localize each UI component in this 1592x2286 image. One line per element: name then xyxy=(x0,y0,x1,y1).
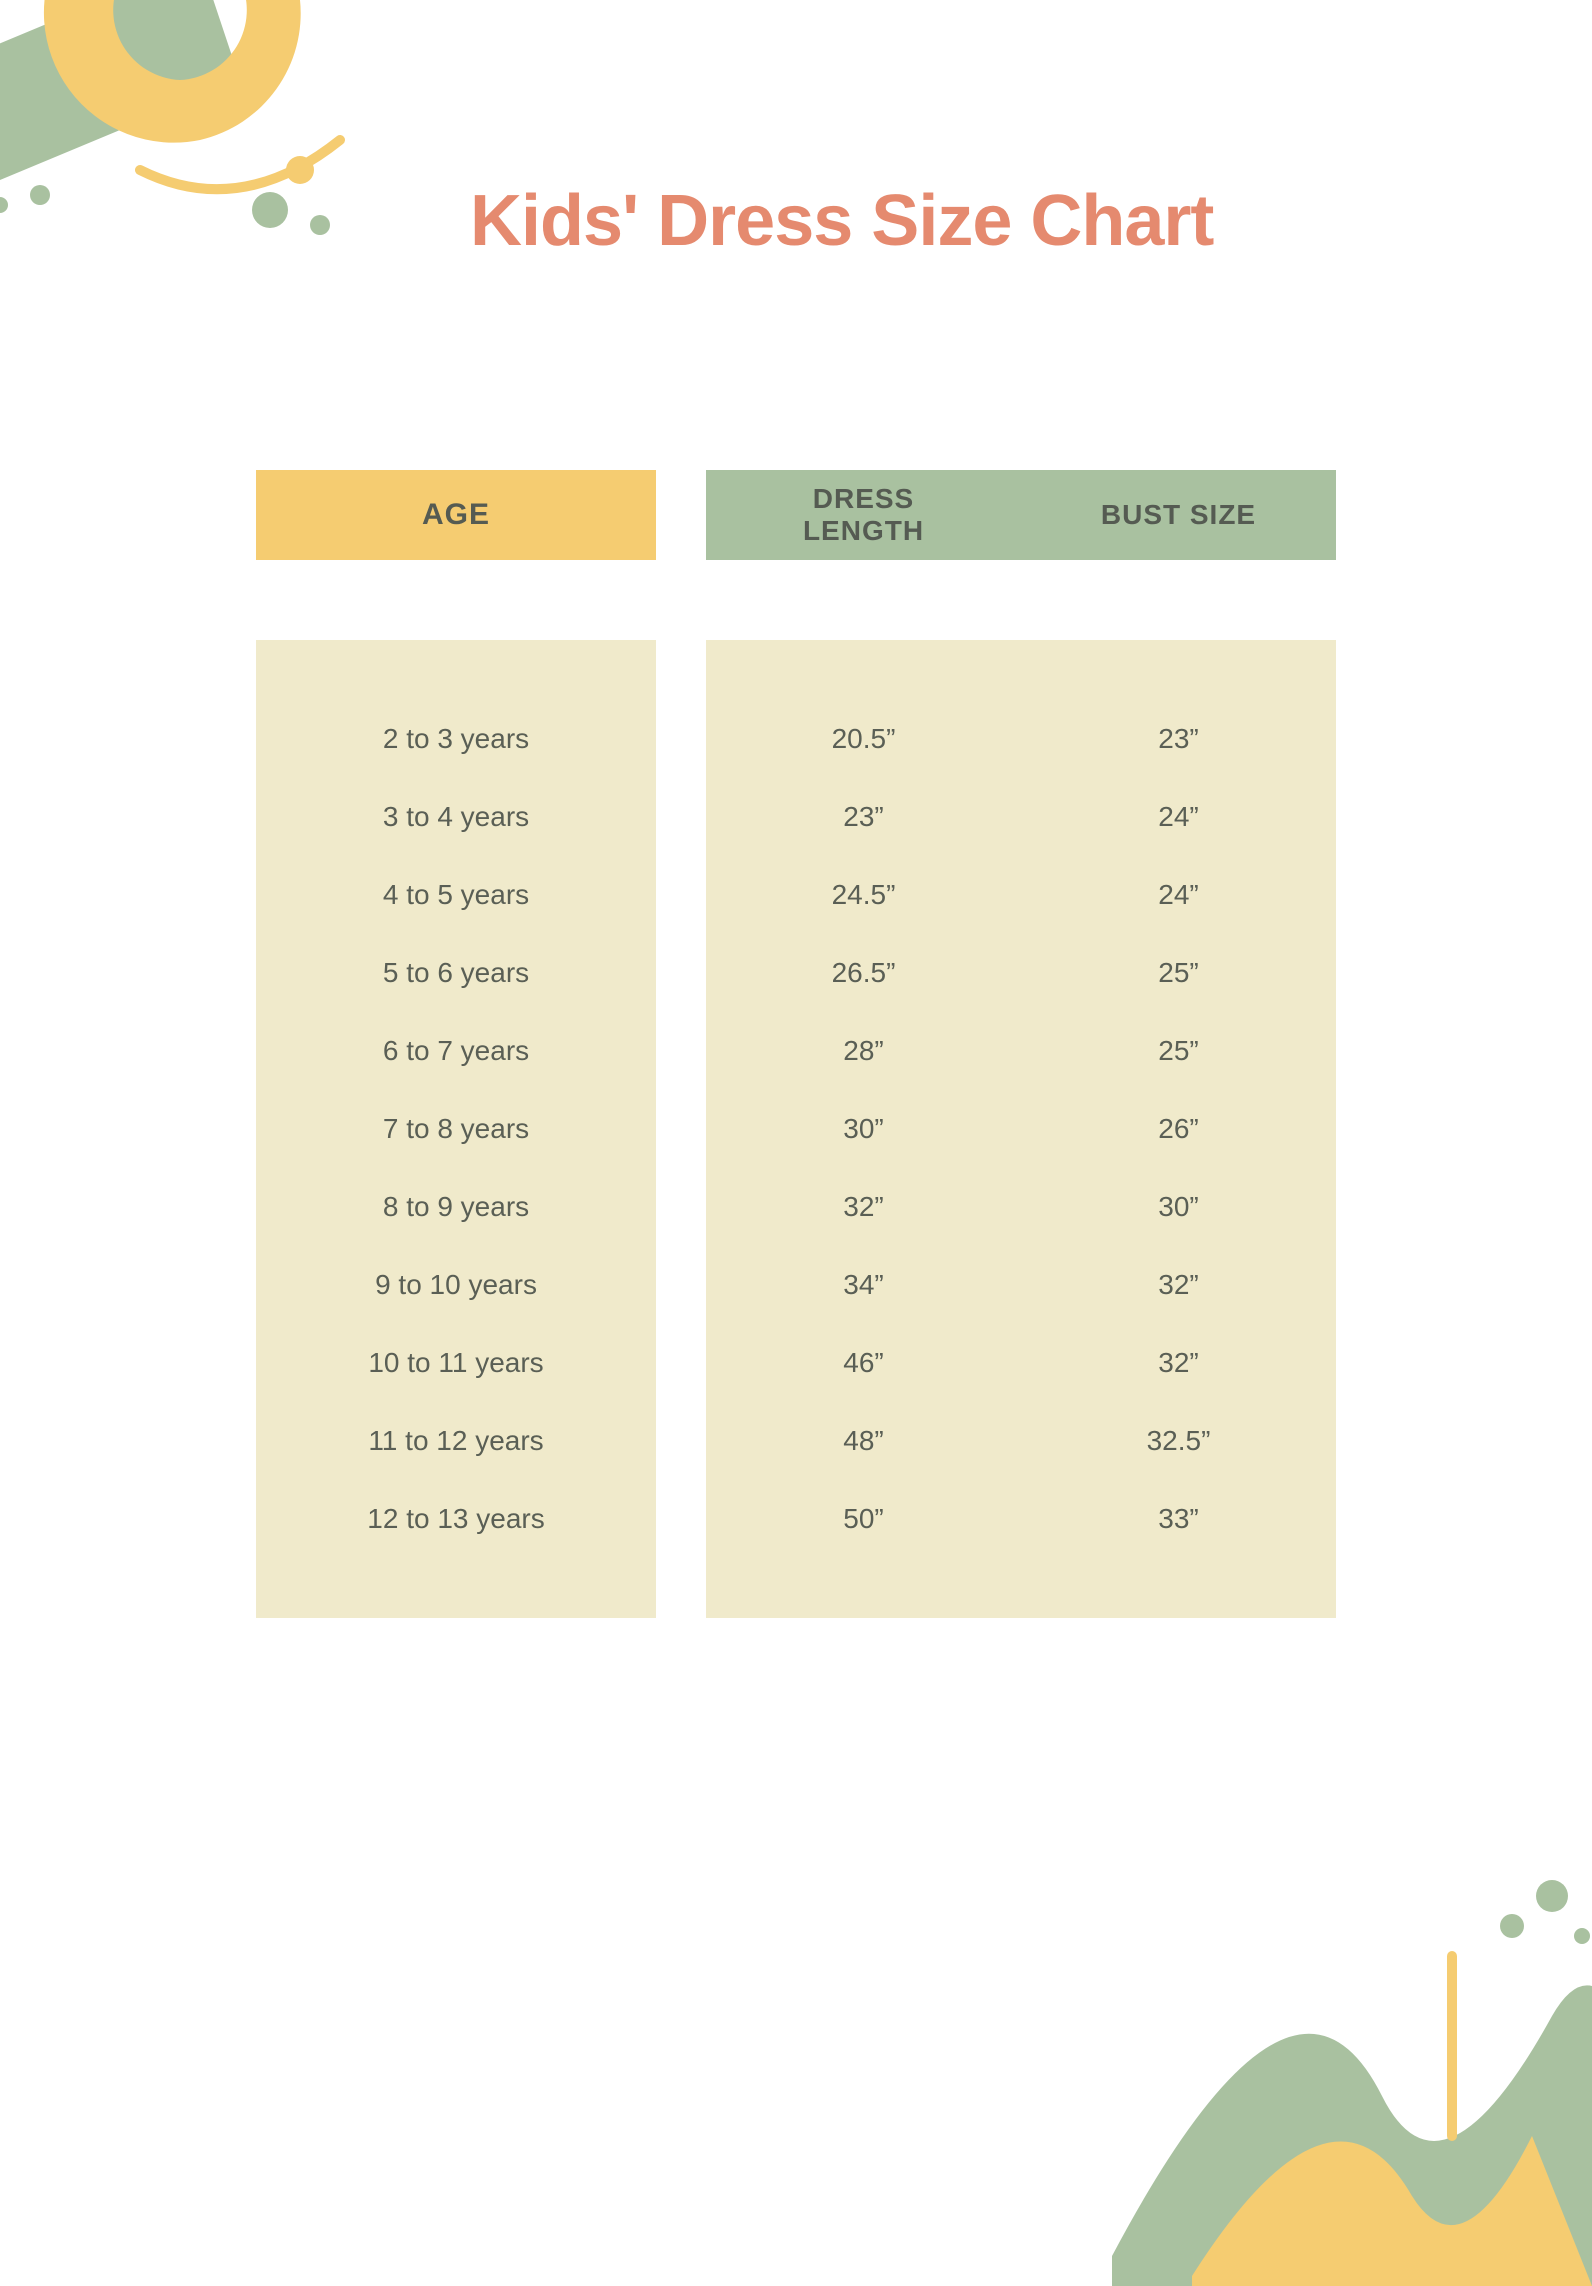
bust-size-cell: 30” xyxy=(1021,1168,1336,1246)
age-cell: 7 to 8 years xyxy=(256,1090,656,1168)
dress-length-cell: 34” xyxy=(706,1246,1021,1324)
dress-length-cell: 23” xyxy=(706,778,1021,856)
bust-size-cell: 23” xyxy=(1021,700,1336,778)
age-cell: 4 to 5 years xyxy=(256,856,656,934)
dress-length-cell: 20.5” xyxy=(706,700,1021,778)
age-cell: 11 to 12 years xyxy=(256,1402,656,1480)
dress-length-cell: 48” xyxy=(706,1402,1021,1480)
bust-size-column: 23”24”24”25”25”26”30”32”32”32.5”33” xyxy=(1021,700,1336,1558)
page-title: Kids' Dress Size Chart xyxy=(470,180,1213,262)
age-cell: 5 to 6 years xyxy=(256,934,656,1012)
dress-length-cell: 32” xyxy=(706,1168,1021,1246)
age-cell: 8 to 9 years xyxy=(256,1168,656,1246)
decorative-bottom-right xyxy=(1032,1836,1592,2286)
bust-size-cell: 24” xyxy=(1021,856,1336,934)
bust-size-cell: 25” xyxy=(1021,934,1336,1012)
dress-length-column: 20.5”23”24.5”26.5”28”30”32”34”46”48”50” xyxy=(706,700,1021,1558)
age-column: 2 to 3 years3 to 4 years4 to 5 years5 to… xyxy=(256,640,656,1618)
size-chart: AGE DRESS LENGTH BUST SIZE 2 to 3 years3… xyxy=(256,470,1336,1618)
dress-length-cell: 50” xyxy=(706,1480,1021,1558)
header-bust-size: BUST SIZE xyxy=(1021,470,1336,560)
age-cell: 10 to 11 years xyxy=(256,1324,656,1402)
bust-size-cell: 32” xyxy=(1021,1246,1336,1324)
bust-size-cell: 33” xyxy=(1021,1480,1336,1558)
metrics-columns: 20.5”23”24.5”26.5”28”30”32”34”46”48”50” … xyxy=(706,640,1336,1618)
bust-size-cell: 25” xyxy=(1021,1012,1336,1090)
age-cell: 6 to 7 years xyxy=(256,1012,656,1090)
age-cell: 9 to 10 years xyxy=(256,1246,656,1324)
age-cell: 3 to 4 years xyxy=(256,778,656,856)
age-cell: 2 to 3 years xyxy=(256,700,656,778)
bust-size-cell: 32.5” xyxy=(1021,1402,1336,1480)
dress-length-cell: 46” xyxy=(706,1324,1021,1402)
header-dress-length: DRESS LENGTH xyxy=(706,470,1021,560)
bust-size-cell: 32” xyxy=(1021,1324,1336,1402)
dress-length-cell: 24.5” xyxy=(706,856,1021,934)
table-header-row: AGE DRESS LENGTH BUST SIZE xyxy=(256,470,1336,560)
bust-size-cell: 26” xyxy=(1021,1090,1336,1168)
bust-size-cell: 24” xyxy=(1021,778,1336,856)
header-age: AGE xyxy=(256,470,656,560)
dress-length-cell: 28” xyxy=(706,1012,1021,1090)
age-cell: 12 to 13 years xyxy=(256,1480,656,1558)
decorative-top-left xyxy=(0,0,440,340)
table-body: 2 to 3 years3 to 4 years4 to 5 years5 to… xyxy=(256,640,1336,1618)
dress-length-cell: 26.5” xyxy=(706,934,1021,1012)
dress-length-cell: 30” xyxy=(706,1090,1021,1168)
